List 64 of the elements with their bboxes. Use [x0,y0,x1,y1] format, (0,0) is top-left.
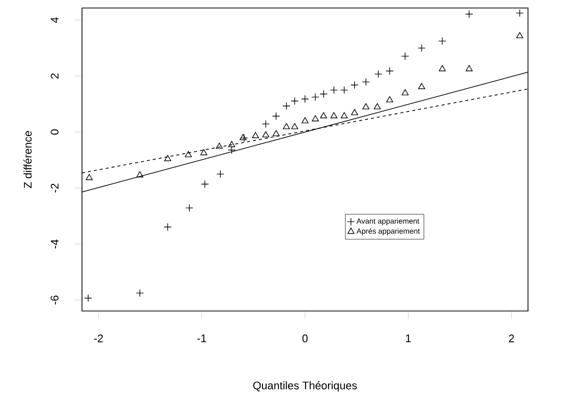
point [374,70,382,78]
point [136,289,144,298]
point [200,180,209,188]
point [362,103,370,110]
point [185,204,194,212]
point [340,86,348,94]
point [418,83,426,90]
point [86,174,93,180]
point [516,32,524,38]
point [282,102,290,110]
y-tick-label: 0 [50,129,58,135]
point [272,130,280,136]
point [84,294,92,302]
point [302,117,308,124]
point [320,90,328,98]
point [136,171,144,178]
point [301,95,309,103]
x-tick-label: 1 [406,334,411,342]
point [386,96,394,102]
y-tick-label: -6 [50,296,58,304]
point [402,89,409,96]
point [351,109,358,116]
point [340,112,348,118]
x-tick-label: -2 [94,334,103,342]
point [184,151,192,158]
point [252,132,259,138]
point [164,223,172,231]
point [438,37,446,45]
point [228,140,236,148]
point [228,146,236,154]
point [216,142,223,149]
x-tick-label: -1 [197,334,206,342]
point [216,170,224,178]
point [438,65,446,72]
y-tick-label: -2 [50,184,58,192]
x-axis-title: Quantiles Théoriques [253,381,357,392]
y-tick-label: 4 [50,17,58,23]
y-tick-label: 2 [50,74,58,79]
point [164,154,172,162]
point [350,81,359,89]
point [320,112,328,118]
point [312,115,319,122]
point [291,123,298,130]
y-tick-label: -4 [50,240,58,248]
point [465,10,474,18]
point [290,97,299,105]
x-tick-label: 2 [508,334,514,342]
point [262,131,270,138]
point [516,9,524,17]
point [200,149,208,156]
x-tick-label: 0 [302,334,308,342]
point [374,103,381,110]
point [330,86,338,94]
point [262,120,270,128]
point [311,93,320,101]
point [386,67,394,75]
point [418,44,426,52]
point [272,112,280,120]
point [282,123,290,130]
point [330,112,338,118]
point [401,52,410,60]
point [466,65,473,72]
y-axis-title: Z différence [23,131,32,188]
point [362,78,370,86]
